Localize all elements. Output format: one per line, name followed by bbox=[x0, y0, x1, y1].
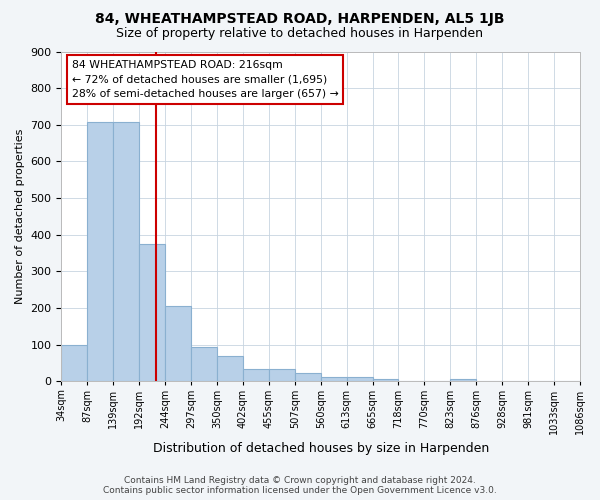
Bar bbox=[451, 378, 476, 382]
Bar bbox=[191, 346, 217, 382]
Bar bbox=[269, 370, 295, 382]
Text: Size of property relative to detached houses in Harpenden: Size of property relative to detached ho… bbox=[116, 28, 484, 40]
Bar bbox=[347, 378, 373, 382]
Bar bbox=[321, 378, 347, 382]
Bar bbox=[139, 244, 165, 382]
Bar bbox=[373, 378, 398, 382]
Bar bbox=[295, 374, 321, 382]
X-axis label: Distribution of detached houses by size in Harpenden: Distribution of detached houses by size … bbox=[152, 442, 489, 455]
Bar bbox=[243, 370, 269, 382]
Text: Contains HM Land Registry data © Crown copyright and database right 2024.
Contai: Contains HM Land Registry data © Crown c… bbox=[103, 476, 497, 495]
Bar bbox=[113, 122, 139, 382]
Text: 84, WHEATHAMPSTEAD ROAD, HARPENDEN, AL5 1JB: 84, WHEATHAMPSTEAD ROAD, HARPENDEN, AL5 … bbox=[95, 12, 505, 26]
Bar bbox=[88, 122, 113, 382]
Bar bbox=[165, 306, 191, 382]
Text: 84 WHEATHAMPSTEAD ROAD: 216sqm
← 72% of detached houses are smaller (1,695)
28% : 84 WHEATHAMPSTEAD ROAD: 216sqm ← 72% of … bbox=[72, 60, 338, 100]
Bar bbox=[61, 345, 88, 382]
Y-axis label: Number of detached properties: Number of detached properties bbox=[15, 129, 25, 304]
Bar bbox=[217, 356, 243, 382]
